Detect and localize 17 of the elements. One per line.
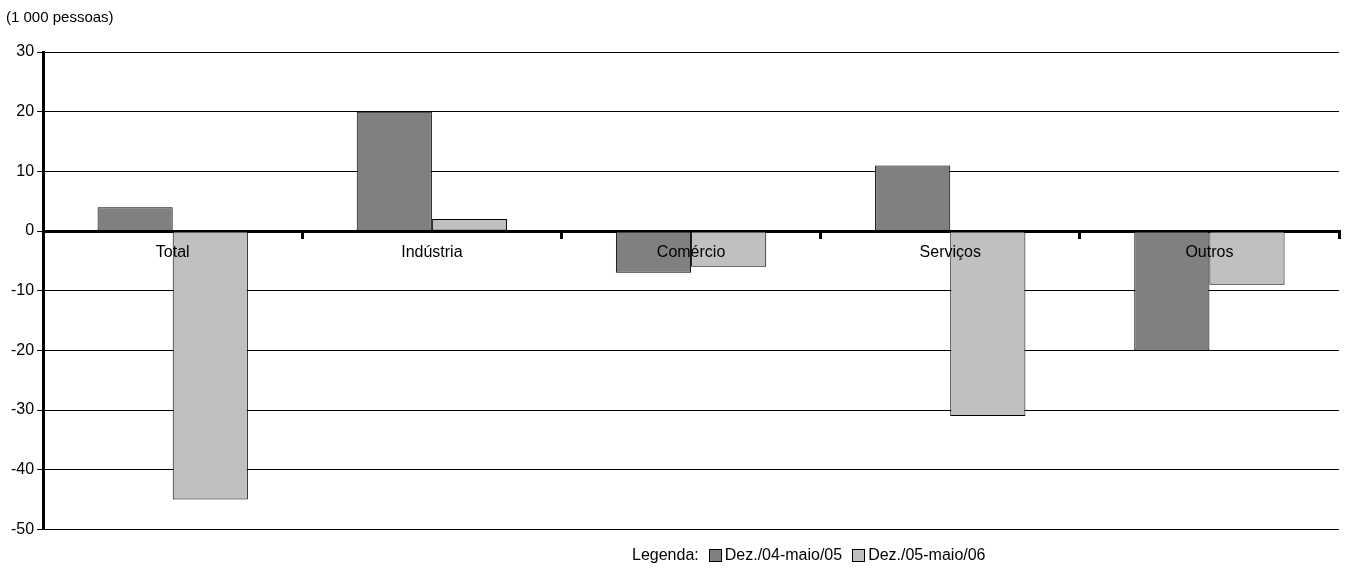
y-tick-label: 30 bbox=[16, 42, 35, 60]
x-tick-label: Indústria bbox=[401, 243, 463, 261]
x-tick-label: Total bbox=[155, 243, 190, 261]
legend-label: Dez./05-maio/06 bbox=[867, 546, 986, 564]
legend-title: Legenda: bbox=[632, 546, 699, 564]
y-tick-label: 0 bbox=[25, 221, 35, 239]
y-tick-label: -50 bbox=[11, 519, 35, 537]
x-tick-label: Outros bbox=[1185, 243, 1234, 261]
x-tick-label: Serviços bbox=[919, 243, 981, 261]
y-tick-label: -20 bbox=[11, 340, 35, 358]
y-tick-label: -40 bbox=[11, 460, 35, 478]
y-tick-label: -30 bbox=[11, 400, 35, 418]
legend-label: Dez./04-maio/05 bbox=[723, 546, 843, 564]
y-tick-label: 20 bbox=[16, 102, 35, 120]
y-tick-label: 10 bbox=[16, 161, 35, 179]
y-tick-label: -10 bbox=[11, 281, 35, 299]
y-axis-title: (1 000 pessoas) bbox=[6, 8, 114, 25]
